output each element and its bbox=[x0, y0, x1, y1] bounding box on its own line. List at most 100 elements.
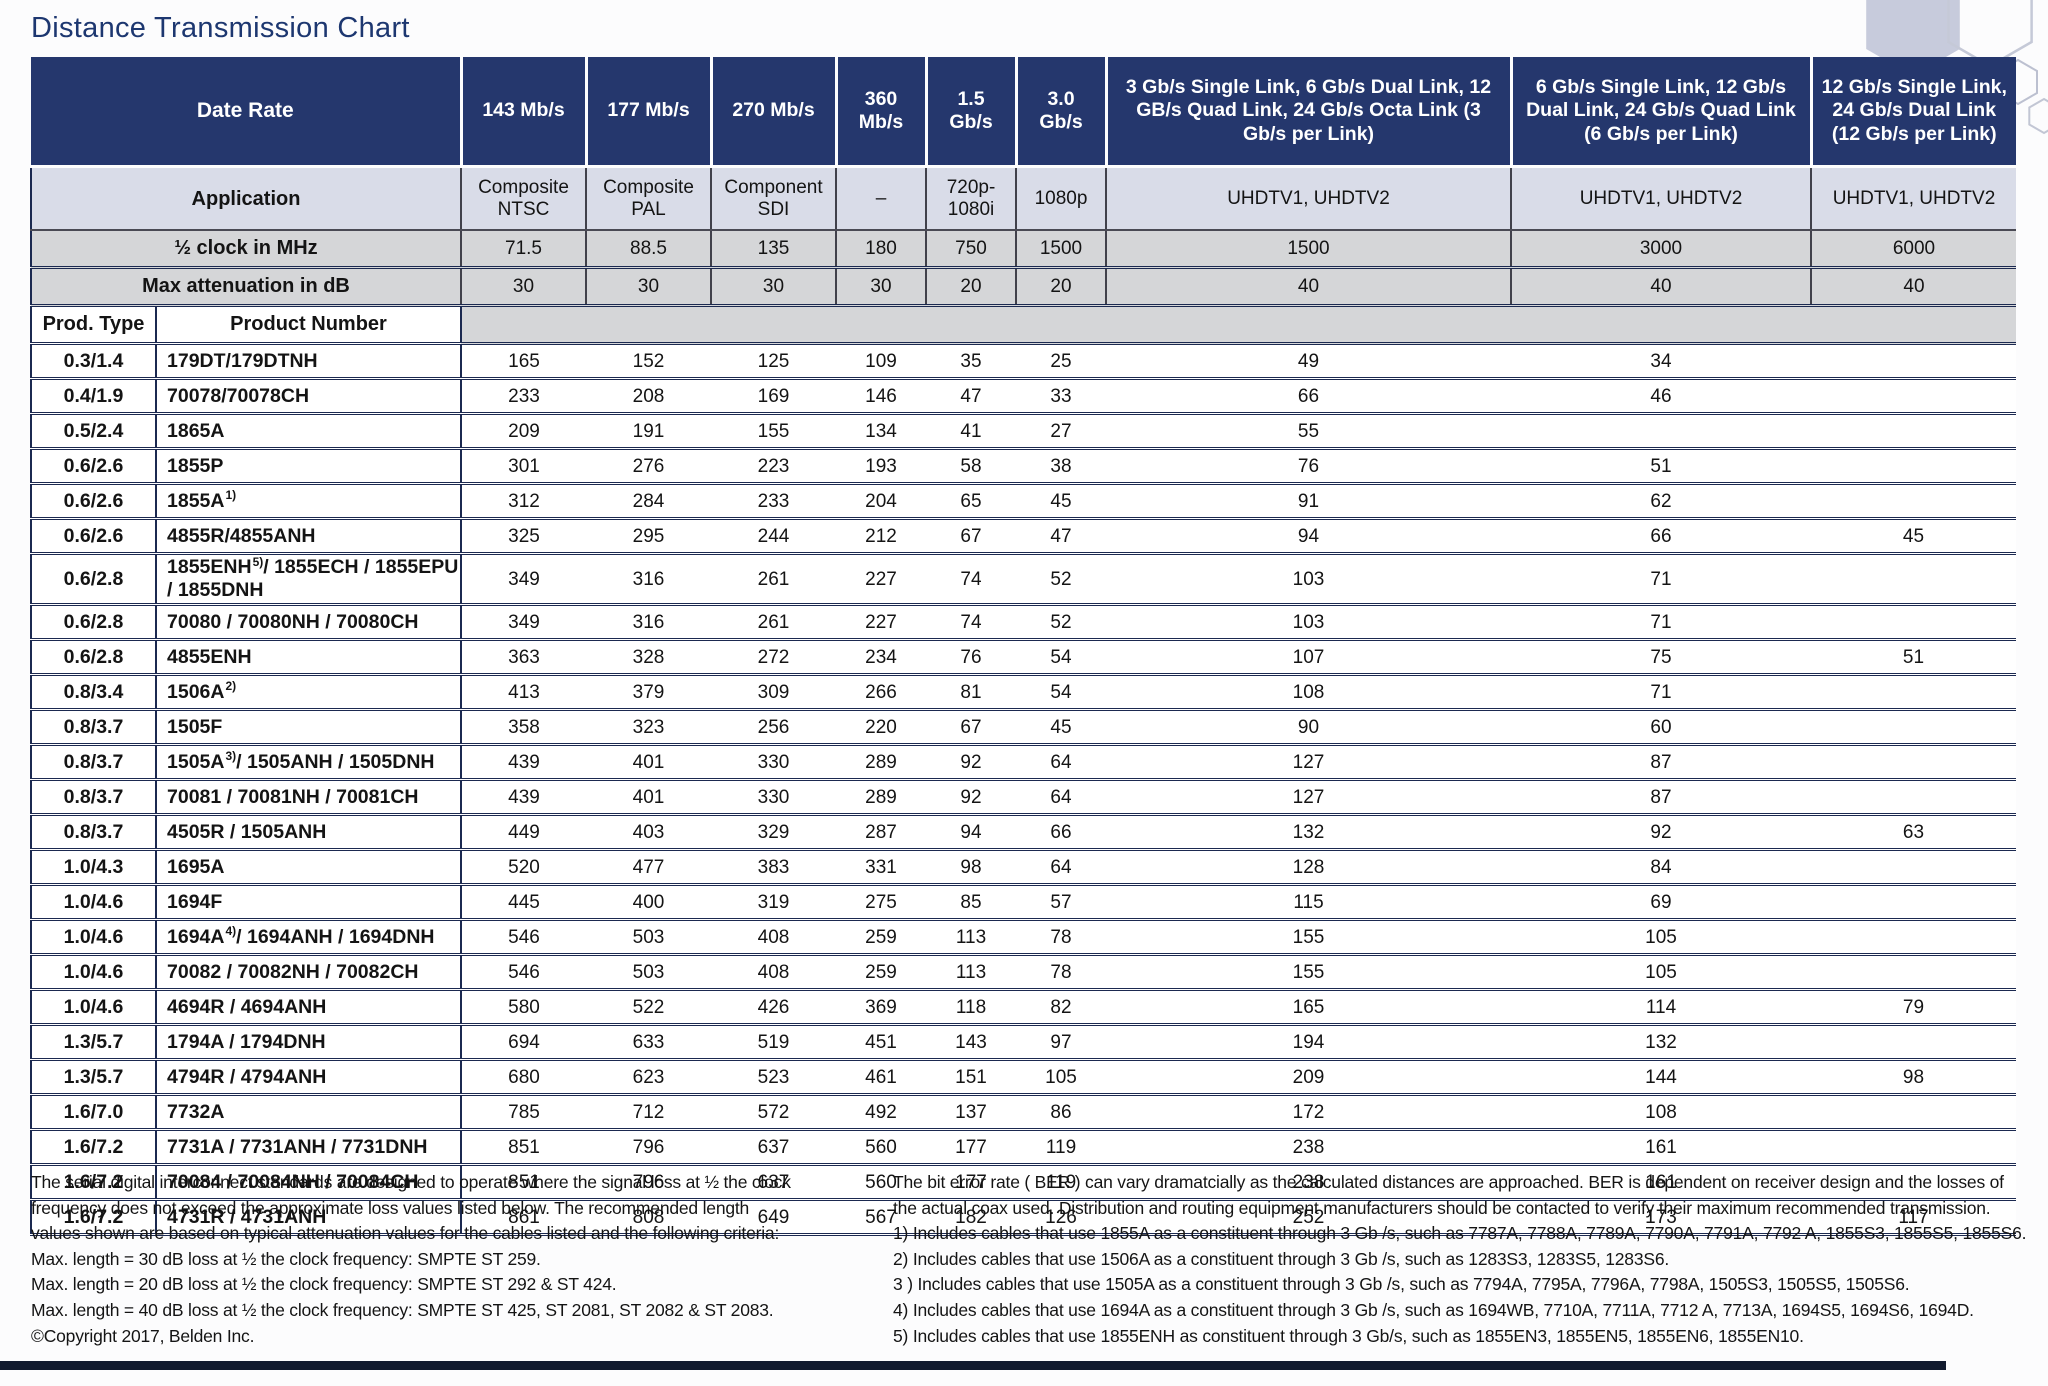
rate-header-row: Date Rate 143 Mb/s 177 Mb/s 270 Mb/s 360 Mb… bbox=[31, 57, 2016, 167]
value-cell: 520 bbox=[461, 849, 586, 886]
value-cell: 238 bbox=[1106, 1129, 1511, 1166]
value-cell: 90 bbox=[1106, 709, 1511, 746]
value-cell: 161 bbox=[1511, 1164, 1811, 1201]
table-row: 1.6/7.2 70084 / 70084NH / 70084CH 851 796 63… bbox=[30, 1164, 2016, 1201]
footnote-line: ©Copyright 2017, Belden Inc. bbox=[31, 1325, 255, 1346]
value-cell: 134 bbox=[836, 413, 926, 450]
value-cell: 238 bbox=[1106, 1164, 1511, 1201]
value-cell: 275 bbox=[836, 884, 926, 921]
max-attenuation-row: Max attenuation in dB 30 30 30 30 20 20 40 40 40 bbox=[30, 267, 2016, 307]
product-number-cell: 179DT/179DTNH bbox=[156, 343, 462, 380]
value-cell: 182 bbox=[926, 1199, 1016, 1236]
value-cell: 69 bbox=[1511, 884, 1811, 921]
footnote-line: The bit error rate ( BER ) can vary dram… bbox=[893, 1172, 2004, 1192]
value-cell bbox=[1511, 413, 1811, 450]
table-row: 0.8/3.7 1505F 358 323 256 220 67 45 90 60 bbox=[30, 709, 2016, 746]
value-cell: 67 bbox=[926, 518, 1016, 555]
col-header-rate: 3.0 Gb/s bbox=[1014, 57, 1106, 167]
value-cell: 128 bbox=[1106, 849, 1511, 886]
value-cell: 633 bbox=[586, 1024, 711, 1061]
value-cell: 234 bbox=[836, 639, 926, 676]
value-cell: 47 bbox=[926, 378, 1016, 415]
value-cell bbox=[1811, 553, 2016, 606]
value-cell: 76 bbox=[1106, 448, 1511, 485]
prod-type-cell: 1.3/5.7 bbox=[30, 1024, 157, 1061]
value-cell: 546 bbox=[461, 919, 586, 956]
value-cell: 546 bbox=[461, 954, 586, 991]
value-cell bbox=[1811, 343, 2016, 380]
product-number-cell: 1506A2) bbox=[156, 674, 462, 711]
value-cell bbox=[1811, 709, 2016, 746]
value-cell: 172 bbox=[1106, 1094, 1511, 1131]
product-number-cell: 4855ENH bbox=[156, 639, 462, 676]
value-cell bbox=[1811, 744, 2016, 781]
value-cell: 152 bbox=[586, 343, 711, 380]
prod-type-cell: 1.3/5.7 bbox=[30, 1059, 157, 1096]
prod-type-cell: 0.6/2.6 bbox=[30, 448, 157, 485]
value-cell: 33 bbox=[1016, 378, 1106, 415]
value-cell: 451 bbox=[836, 1024, 926, 1061]
value-cell: 47 bbox=[1016, 518, 1106, 555]
value-cell: 41 bbox=[926, 413, 1016, 450]
value-cell: 45 bbox=[1811, 518, 2016, 555]
bottom-rule bbox=[0, 1361, 1946, 1370]
value-cell: 173 bbox=[1511, 1199, 1811, 1236]
value-cell: 71 bbox=[1511, 604, 1811, 641]
value-cell: 785 bbox=[461, 1094, 586, 1131]
value-cell: 349 bbox=[461, 604, 586, 641]
col-application: Composite PAL bbox=[585, 165, 711, 231]
value-cell: 796 bbox=[586, 1129, 711, 1166]
value-cell bbox=[1811, 919, 2016, 956]
value-cell: 113 bbox=[926, 954, 1016, 991]
value-cell: 261 bbox=[711, 553, 836, 606]
col-half-clock: 71.5 bbox=[460, 230, 586, 269]
col-max-attenuation: 30 bbox=[835, 267, 926, 307]
table-row: 0.8/3.4 1506A2) 413 379 309 266 81 54 108 71 bbox=[30, 674, 2016, 711]
value-cell: 169 bbox=[711, 378, 836, 415]
value-cell: 323 bbox=[586, 709, 711, 746]
col-application: UHDTV1, UHDTV2 bbox=[1810, 165, 2016, 231]
prod-type-cell: 0.5/2.4 bbox=[30, 413, 157, 450]
product-number-cell: 1794A / 1794DNH bbox=[156, 1024, 462, 1061]
value-cell: 330 bbox=[711, 744, 836, 781]
value-cell: 851 bbox=[461, 1129, 586, 1166]
value-cell: 560 bbox=[836, 1164, 926, 1201]
value-cell: 861 bbox=[461, 1199, 586, 1236]
value-cell: 65 bbox=[926, 483, 1016, 520]
table-row: 1.3/5.7 4794R / 4794ANH 680 623 523 461 151 105… bbox=[30, 1059, 2016, 1096]
value-cell: 289 bbox=[836, 744, 926, 781]
value-cell: 369 bbox=[836, 989, 926, 1026]
value-cell: 492 bbox=[836, 1094, 926, 1131]
value-cell: 712 bbox=[586, 1094, 711, 1131]
value-cell bbox=[1811, 1024, 2016, 1061]
value-cell: 177 bbox=[926, 1129, 1016, 1166]
value-cell: 220 bbox=[836, 709, 926, 746]
col-application: Component SDI bbox=[710, 165, 836, 231]
table-row: 0.6/2.6 1855A1) 312 284 233 204 65 45 91 62 bbox=[30, 483, 2016, 520]
product-number-cell: 70084 / 70084NH / 70084CH bbox=[156, 1164, 462, 1201]
value-cell: 256 bbox=[711, 709, 836, 746]
value-cell: 113 bbox=[926, 919, 1016, 956]
prod-type-cell: 0.6/2.6 bbox=[30, 518, 157, 555]
table-row: 0.3/1.4 179DT/179DTNH 165 152 125 109 35 25 49 34 bbox=[30, 343, 2016, 380]
value-cell: 287 bbox=[836, 814, 926, 851]
col-application: 1080p bbox=[1015, 165, 1106, 231]
value-cell: 82 bbox=[1016, 989, 1106, 1026]
value-cell: 272 bbox=[711, 639, 836, 676]
col-header-rate: 1.5 Gb/s bbox=[924, 57, 1016, 167]
col-half-clock: 750 bbox=[925, 230, 1016, 269]
value-cell: 38 bbox=[1016, 448, 1106, 485]
value-cell: 126 bbox=[1016, 1199, 1106, 1236]
value-cell: 408 bbox=[711, 919, 836, 956]
value-cell: 117 bbox=[1811, 1199, 2016, 1236]
value-cell bbox=[1811, 378, 2016, 415]
col-application: UHDTV1, UHDTV2 bbox=[1510, 165, 1811, 231]
value-cell: 127 bbox=[1106, 779, 1511, 816]
value-cell: 244 bbox=[711, 518, 836, 555]
col-max-attenuation: 20 bbox=[925, 267, 1016, 307]
product-number-cell: 4794R / 4794ANH bbox=[156, 1059, 462, 1096]
value-cell: 161 bbox=[1511, 1129, 1811, 1166]
distance-transmission-table: Date Rate 143 Mb/s 177 Mb/s 270 Mb/s 360 Mb… bbox=[30, 57, 2016, 1236]
footnote-line: the actual coax used. Distribution and r… bbox=[893, 1197, 1991, 1218]
value-cell: 191 bbox=[586, 413, 711, 450]
